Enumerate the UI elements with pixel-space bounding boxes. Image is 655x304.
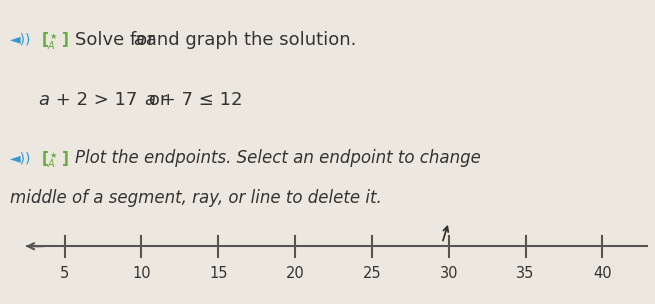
Text: [: [	[41, 32, 48, 47]
Text: and graph the solution.: and graph the solution.	[140, 30, 356, 49]
Text: A: A	[48, 41, 54, 50]
Text: a: a	[145, 91, 156, 109]
Text: 30: 30	[440, 266, 458, 281]
Text: 10: 10	[132, 266, 151, 281]
Text: ★: ★	[49, 150, 56, 160]
Text: A: A	[48, 159, 54, 169]
Text: ]: ]	[62, 32, 69, 47]
Text: Solve for: Solve for	[75, 30, 161, 49]
Text: 15: 15	[209, 266, 227, 281]
Text: middle of a segment, ray, or line to delete it.: middle of a segment, ray, or line to del…	[10, 188, 382, 207]
Text: + 2 > 17  or: + 2 > 17 or	[50, 91, 173, 109]
Text: a: a	[133, 30, 144, 49]
Text: + 7 ≤ 12: + 7 ≤ 12	[155, 91, 242, 109]
Text: 40: 40	[593, 266, 612, 281]
Text: 25: 25	[363, 266, 381, 281]
Text: [: [	[41, 150, 48, 166]
Text: Plot the endpoints. Select an endpoint to change: Plot the endpoints. Select an endpoint t…	[75, 149, 481, 167]
Text: ◄)): ◄))	[10, 33, 31, 47]
Text: 20: 20	[286, 266, 305, 281]
Text: 35: 35	[516, 266, 534, 281]
Text: ]: ]	[62, 150, 69, 166]
Text: a: a	[38, 91, 49, 109]
Text: 5: 5	[60, 266, 69, 281]
Text: ◄)): ◄))	[10, 151, 31, 165]
Text: ★: ★	[49, 32, 56, 41]
